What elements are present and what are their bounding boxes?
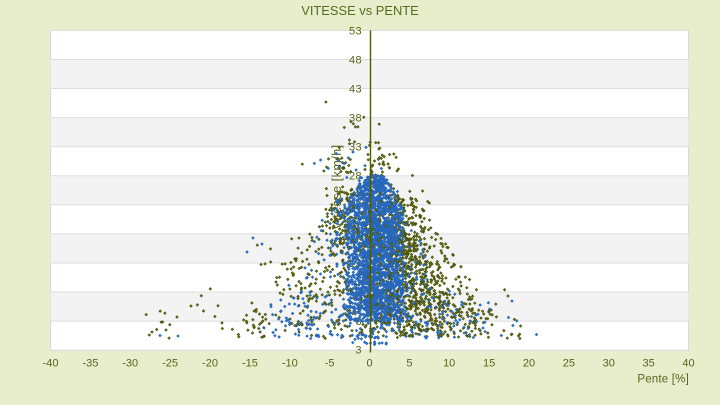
svg-text:3: 3	[355, 345, 361, 357]
svg-text:-40: -40	[43, 358, 59, 370]
svg-text:48: 48	[349, 54, 362, 66]
svg-text:0: 0	[366, 358, 372, 370]
svg-text:43: 43	[349, 83, 362, 95]
svg-text:-20: -20	[202, 358, 218, 370]
svg-text:28: 28	[349, 171, 362, 183]
svg-text:-15: -15	[242, 358, 258, 370]
svg-text:Pente [%]: Pente [%]	[637, 373, 689, 385]
svg-text:20: 20	[523, 358, 535, 370]
svg-text:-5: -5	[325, 358, 335, 370]
svg-text:40: 40	[682, 358, 694, 370]
svg-text:10: 10	[443, 358, 455, 370]
svg-text:53: 53	[349, 25, 362, 37]
svg-text:25: 25	[563, 358, 575, 370]
svg-text:33: 33	[349, 142, 362, 154]
svg-text:35: 35	[642, 358, 654, 370]
svg-text:-10: -10	[282, 358, 298, 370]
svg-text:15: 15	[483, 358, 495, 370]
svg-text:VITESSE vs PENTE: VITESSE vs PENTE	[301, 3, 419, 18]
svg-text:-25: -25	[162, 358, 178, 370]
svg-text:30: 30	[603, 358, 615, 370]
svg-text:5: 5	[406, 358, 412, 370]
svg-text:-30: -30	[122, 358, 138, 370]
svg-text:-35: -35	[82, 358, 98, 370]
